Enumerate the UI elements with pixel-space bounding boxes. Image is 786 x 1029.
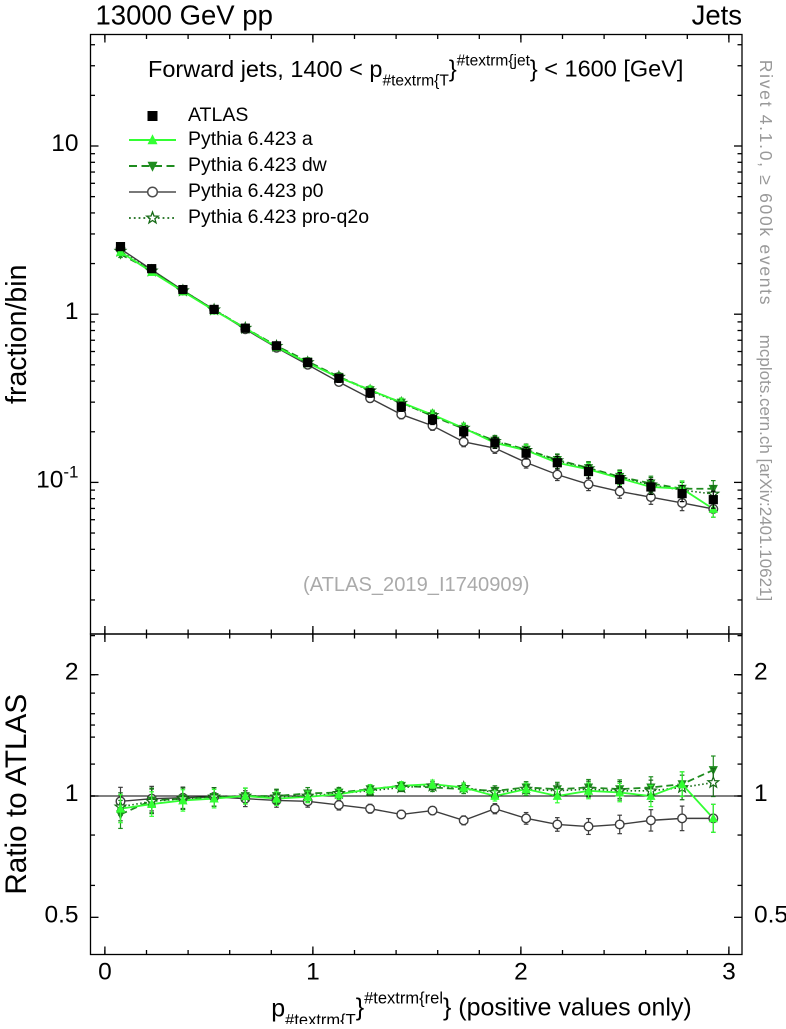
svg-text:Rivet 4.1.0, ≥ 600k events: Rivet 4.1.0, ≥ 600k events xyxy=(756,60,776,306)
svg-text:Pythia 6.423 p0: Pythia 6.423 p0 xyxy=(188,180,324,202)
svg-text:mcplots.cern.ch [arXiv:2401.10: mcplots.cern.ch [arXiv:2401.10621] xyxy=(756,335,775,601)
svg-text:1: 1 xyxy=(65,298,79,325)
svg-text:0: 0 xyxy=(98,959,112,986)
svg-text:(ATLAS_2019_I1740909): (ATLAS_2019_I1740909) xyxy=(303,574,529,596)
svg-text:2: 2 xyxy=(65,659,79,686)
svg-text:ATLAS: ATLAS xyxy=(188,104,248,126)
svg-text:2: 2 xyxy=(754,659,768,686)
svg-text:0.5: 0.5 xyxy=(754,901,786,928)
svg-text:Forward jets, 1400 < p#textrm{: Forward jets, 1400 < p#textrm{T}#textrm{… xyxy=(148,53,683,90)
svg-text:Pythia 6.423 dw: Pythia 6.423 dw xyxy=(188,154,328,176)
svg-text:0.5: 0.5 xyxy=(44,901,78,928)
svg-text:p#textrm{T}#textrm{rel} (posit: p#textrm{T}#textrm{rel} (positive values… xyxy=(271,990,691,1025)
svg-text:fraction/bin: fraction/bin xyxy=(1,265,33,404)
svg-text:Pythia 6.423 pro-q2o: Pythia 6.423 pro-q2o xyxy=(188,206,369,228)
svg-text:13000 GeV pp: 13000 GeV pp xyxy=(96,0,273,31)
svg-text:Jets: Jets xyxy=(692,0,742,31)
svg-text:10-1: 10-1 xyxy=(36,462,78,493)
svg-text:10: 10 xyxy=(51,130,78,157)
svg-text:3: 3 xyxy=(722,959,736,986)
svg-text:Ratio to ATLAS: Ratio to ATLAS xyxy=(0,694,33,895)
svg-text:1: 1 xyxy=(65,780,79,807)
svg-text:1: 1 xyxy=(306,959,320,986)
svg-text:Pythia 6.423 a: Pythia 6.423 a xyxy=(188,128,313,150)
svg-text:2: 2 xyxy=(514,959,528,986)
svg-text:1: 1 xyxy=(754,780,768,807)
